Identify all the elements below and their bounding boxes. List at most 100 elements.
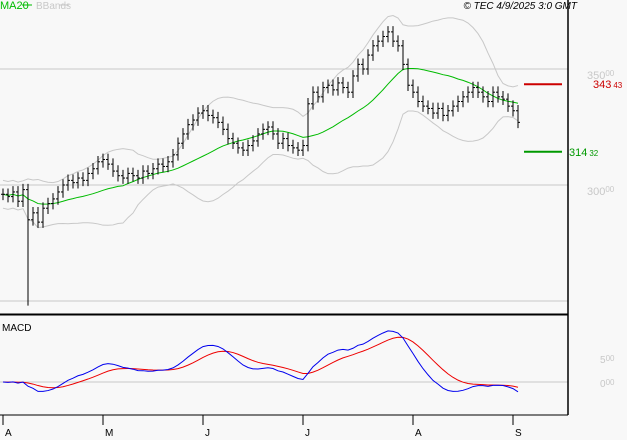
price-bar (451, 100, 455, 117)
price-bar (241, 142, 245, 156)
price-bar (376, 35, 380, 52)
price-bars (1, 26, 520, 306)
price-bar (51, 193, 55, 210)
price-bar (381, 30, 385, 47)
axes (0, 0, 569, 416)
price-bar (91, 162, 95, 180)
price-bar (196, 107, 200, 126)
price-bar (331, 79, 335, 96)
bbands-legend: BBands (36, 1, 71, 12)
price-bar (366, 49, 370, 75)
price-bar (101, 153, 105, 168)
ma20-line (2, 68, 519, 205)
price-bar (476, 81, 480, 98)
x-tick-label: S (515, 428, 522, 439)
price-bar (336, 77, 340, 96)
price-bar (226, 123, 230, 145)
price-bar (56, 186, 60, 205)
price-bar (276, 128, 280, 150)
price-bar (81, 172, 85, 187)
price-bar (441, 102, 445, 122)
price-bar (1, 188, 5, 201)
macd-tick-label: 500 (600, 354, 615, 366)
price-bar (386, 26, 390, 43)
price-bar (351, 70, 355, 98)
price-bar (71, 174, 75, 189)
bband-upper (2, 14, 519, 184)
price-bar (156, 158, 160, 175)
price-bar (216, 111, 220, 129)
price-bar (486, 91, 490, 108)
price-bar (286, 132, 290, 152)
price-bar (401, 40, 405, 71)
macd-panel (2, 330, 519, 393)
price-bar (36, 207, 40, 228)
tick-decimals: 00 (606, 354, 615, 363)
ma20-legend: MA20 (0, 0, 29, 12)
price-bar (316, 86, 320, 103)
price-bar (436, 102, 440, 119)
price-bar (46, 197, 50, 214)
price-bar (326, 79, 330, 94)
price-bar (421, 95, 425, 112)
price-bar (426, 100, 430, 115)
price-bar (111, 158, 115, 177)
price-bar (186, 118, 190, 140)
tick-decimals: 00 (606, 378, 615, 387)
price-bar (181, 128, 185, 150)
macd-line (2, 330, 519, 393)
price-bar (501, 91, 505, 105)
price-bar (411, 79, 415, 98)
price-bar (516, 104, 520, 129)
price-bar (231, 132, 235, 150)
bband-lower (2, 110, 519, 229)
price-bar (151, 162, 155, 180)
price-bar (271, 121, 275, 140)
price-bar (301, 139, 305, 156)
price-bar (471, 81, 475, 98)
copyright: © TEC 4/9/2025 3:0 GMT (463, 1, 577, 12)
resistance-label-decimals: 43 (613, 81, 622, 90)
price-bar (391, 26, 395, 47)
price-bar (6, 188, 10, 203)
price-bar (321, 81, 325, 103)
price-bar (246, 139, 250, 156)
macd-tick-label: 000 (600, 378, 615, 390)
price-bar (146, 165, 150, 180)
price-bar (236, 137, 240, 154)
price-bar (16, 186, 20, 208)
price-bar (416, 86, 420, 108)
price-bar (281, 132, 285, 150)
price-bar (296, 142, 300, 156)
price-bar (141, 165, 145, 184)
support-label-decimals: 32 (589, 149, 598, 158)
x-tick-label: J (305, 428, 310, 439)
x-tick-label: A (415, 428, 422, 439)
ma20-line (2, 68, 519, 205)
price-bar (41, 202, 45, 228)
price-bar (261, 123, 265, 140)
price-bar (251, 135, 255, 152)
price-bar (171, 149, 175, 168)
price-bar (361, 58, 365, 75)
price-bar (406, 58, 410, 92)
price-bar (61, 179, 65, 198)
price-bar (446, 104, 450, 122)
price-bar (26, 183, 30, 306)
price-bar (466, 86, 470, 103)
tick-decimals: 00 (605, 185, 614, 194)
price-bar (121, 169, 125, 184)
price-bar (306, 98, 310, 152)
price-bar (86, 167, 90, 187)
price-bar (21, 183, 25, 208)
x-tick-label: M (105, 428, 113, 439)
price-bar (481, 86, 485, 103)
x-tick-label: J (205, 428, 210, 439)
macd-signal-line (2, 336, 519, 389)
price-bar (161, 158, 165, 173)
price-bar (136, 169, 140, 184)
price-bar (11, 186, 15, 203)
price-bar (456, 95, 460, 112)
levels: 343 43 314 32 (524, 79, 623, 159)
